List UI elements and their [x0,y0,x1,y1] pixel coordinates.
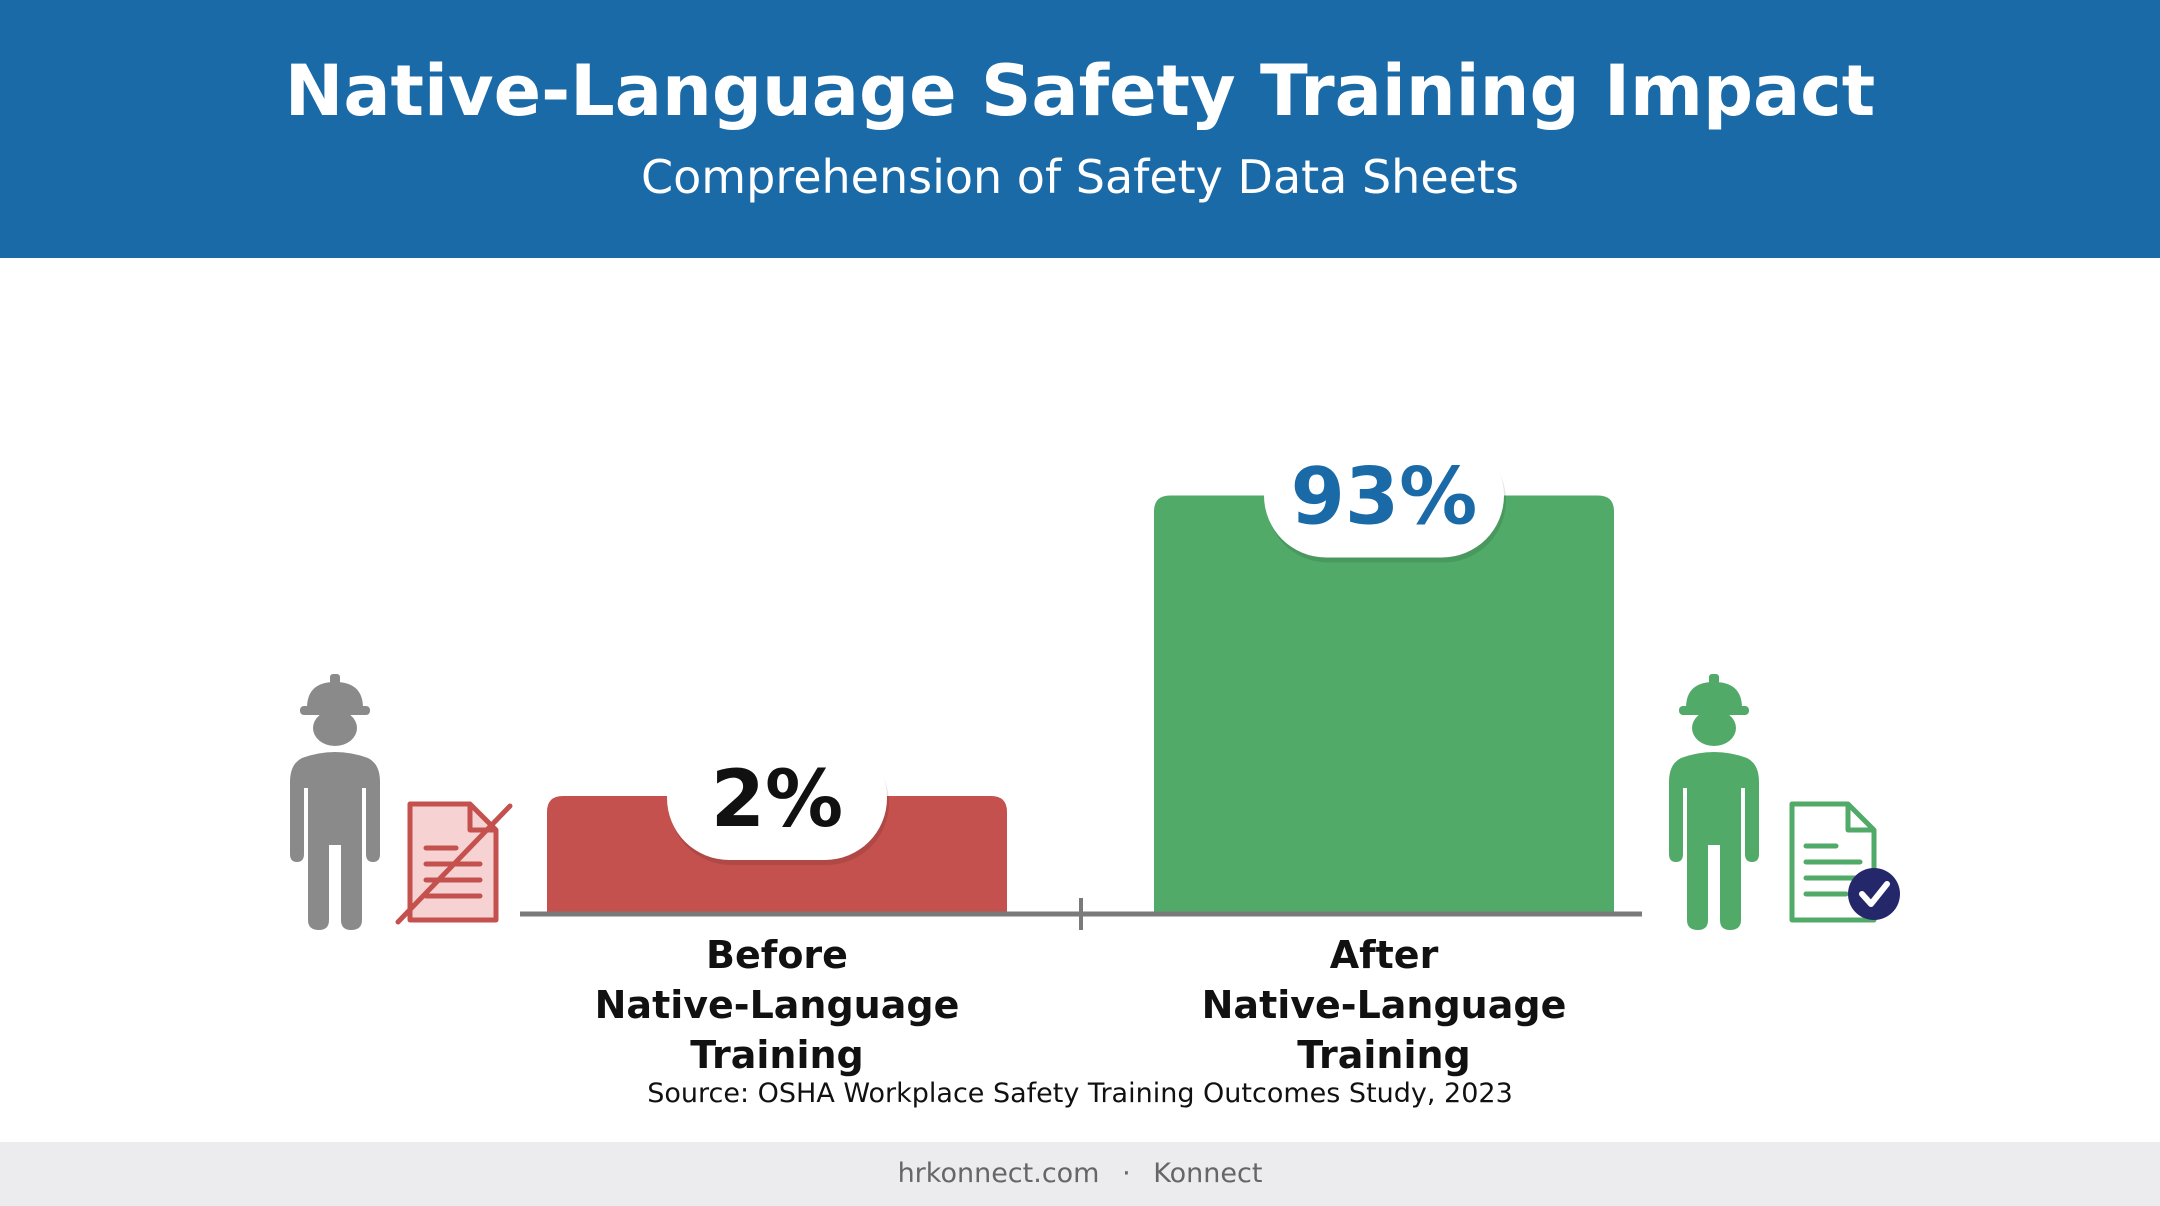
source-note: Source: OSHA Workplace Safety Training O… [647,1078,1513,1109]
footer-bar: hrkonnect.com · Konnect [0,1142,2160,1206]
category-label-before: Before Native-Language Training [517,930,1037,1080]
data-label-after: 93% [1291,453,1478,543]
footer-separator: · [1122,1158,1131,1189]
header-banner: Native-Language Safety Training Impact C… [0,0,2160,258]
chart-subtitle: Comprehension of Safety Data Sheets [641,150,1519,204]
category-label-before-line2: Native-Language Training [594,983,960,1077]
footer-site-link[interactable]: hrkonnect.com [897,1158,1100,1189]
category-label-after-line1: After [1329,933,1439,977]
data-label-before: 2% [711,755,843,845]
category-label-before-line1: Before [706,933,848,977]
category-label-after-line2: Native-Language Training [1201,983,1567,1077]
bar-after [1154,495,1614,914]
document-check-icon [1789,801,1900,923]
footer-text: hrkonnect.com · Konnect [0,1158,2160,1189]
data-label-pill [667,736,887,860]
footer-brand: Konnect [1153,1158,1263,1189]
worker-hardhat-icon [1669,674,1759,930]
bar-chart: 2% 93% [0,258,2160,1077]
bar-chart-canvas: 2% 93% [520,433,1642,930]
category-label-after: After Native-Language Training [1124,930,1644,1080]
worker-hardhat-icon [290,674,380,930]
chart-title: Native-Language Safety Training Impact [284,50,1876,132]
document-crossed-icon [395,801,513,925]
data-label-pill [1264,433,1504,558]
